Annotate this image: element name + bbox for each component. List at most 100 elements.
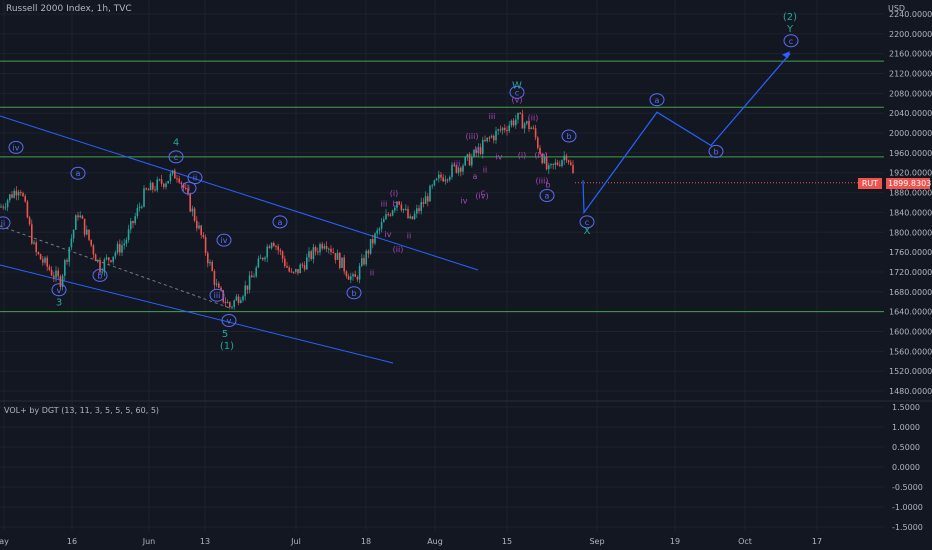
candle-body [312,247,315,260]
candle-body [196,220,198,229]
wave-label: ii [370,268,374,277]
candle-body [169,173,172,181]
candle-body [453,164,455,166]
candle-body [292,271,295,273]
candle-body [119,243,121,253]
indicator-title: VOL+ by DGT (13, 11, 3, 5, 5, 5, 60, 5) [4,406,160,415]
candle-body [506,130,508,132]
horizontal-levels [0,60,884,313]
candle-body [416,208,418,214]
candle-body [231,306,233,308]
wave-label: (iii) [536,177,549,186]
price-tick-label: 1480.0000 [889,387,932,396]
time-tick-label: Sep [589,537,604,546]
wave-label: a [545,192,550,201]
candle-body [328,248,330,250]
candle-body [420,202,422,211]
wave-label: v [57,286,62,295]
candle-body [20,191,22,194]
candle-body [244,285,246,297]
candle-body [519,112,521,114]
candle-body [438,174,440,179]
candle-body [163,183,165,188]
wave-label: iv [221,236,228,245]
wave-label: c [789,37,793,46]
wave-label: iv [461,196,468,205]
candle-body [160,179,163,184]
candle-body [281,251,284,259]
candle-body [554,162,557,165]
trend-channel [0,115,479,364]
candle-body [493,135,495,141]
last-price-value: 1899.8303 [886,178,932,189]
wave-label: (2) [783,12,797,23]
wave-label-circle [272,215,288,229]
wave-label-circle [70,166,86,180]
candle-body [482,139,484,154]
candle-body [563,155,565,161]
candle-body [383,219,385,223]
candle-body [297,269,299,274]
time-tick-label: Jul [290,537,301,546]
candle-body [202,235,205,238]
candle-body [418,208,420,211]
candle-body [400,204,403,211]
candle-body [81,215,84,219]
candle-body [385,214,387,220]
candle-body [53,275,55,278]
wave-label: iv [496,152,503,161]
candle-body [515,119,517,126]
candle-body [556,162,559,165]
candle-body [413,213,416,220]
wave-label-circle [539,189,555,203]
candle-body [431,185,433,187]
wave-label: c [585,218,589,227]
candle-body [134,216,136,224]
candle-body [310,251,312,260]
candle-body [512,120,515,126]
candle-body [523,123,526,129]
candle-body [273,242,275,247]
candle-body [336,252,339,260]
candle-body [110,260,112,262]
price-tick-label: 2000.0000 [889,129,932,138]
candle-body [266,246,268,258]
candle-body [200,225,202,236]
candle-body [72,229,75,239]
candle-body [572,164,574,174]
candle-body [286,266,288,268]
candle-body [143,188,145,207]
candle-body [295,269,297,272]
candle-body [499,129,502,131]
candle-body [534,128,537,138]
candle-body [409,216,411,219]
price-tick-label: 1520.0000 [889,367,932,376]
wave-label: ii [483,166,487,175]
candle-body [158,179,161,181]
candle-body [26,201,29,218]
candle-body [46,257,48,267]
candle-body [330,248,332,253]
candle-body [50,269,53,276]
wave-label-circle [168,150,184,164]
wave-label: c [174,153,178,162]
candle-body [378,228,381,231]
price-tick-label: 2120.0000 [889,70,932,79]
price-tick-label: 1760.0000 [889,248,932,257]
candle-body [33,242,35,244]
candle-body [543,156,546,164]
candle-body [11,194,13,198]
candle-body [479,147,482,154]
wave-label: X [584,226,591,237]
candle-body [387,214,389,216]
wave-label-circle [509,85,525,99]
candle-body [455,165,458,173]
candle-body [127,229,130,240]
candle-body [347,276,350,280]
candle-body [508,125,510,132]
time-tick-label: 16 [67,537,77,546]
candle-body [66,260,68,262]
candle-body [433,180,436,186]
candle-body [457,167,460,173]
candle-body [83,218,86,235]
